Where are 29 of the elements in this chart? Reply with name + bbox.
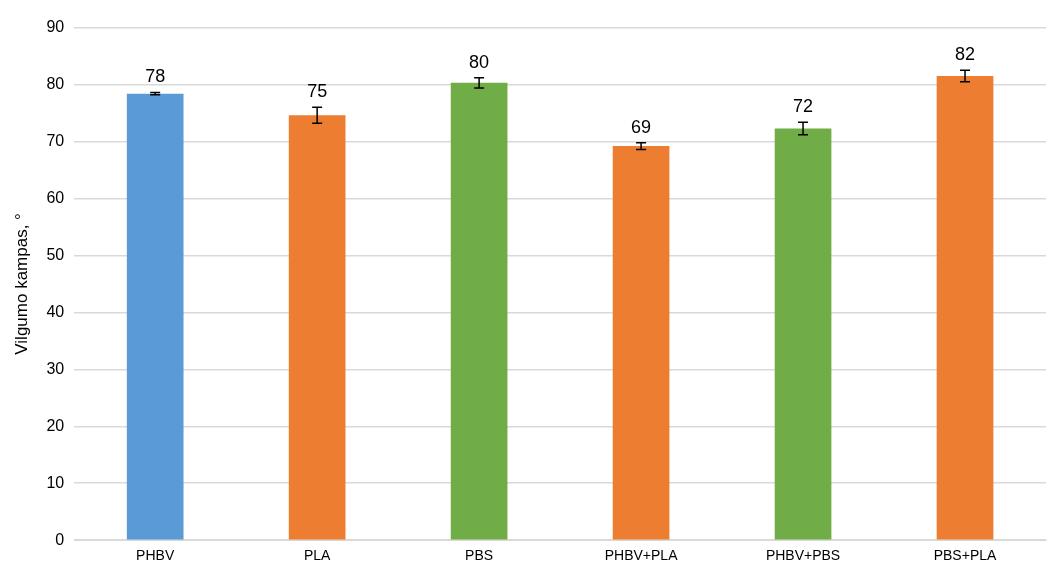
x-tick-label: PLA xyxy=(303,547,332,564)
data-label: 78 xyxy=(145,66,166,87)
bar xyxy=(288,115,346,540)
bar xyxy=(612,146,670,540)
x-tick-label: PBS+PLA xyxy=(933,547,997,564)
y-axis-title: Vilgumo kampas, ° xyxy=(11,213,31,355)
x-tick-label: PHBV xyxy=(136,547,175,564)
bar xyxy=(774,128,832,540)
x-tick-label: PBS xyxy=(465,547,494,564)
bar xyxy=(126,93,184,540)
y-tick-label: 60 xyxy=(46,188,65,206)
data-label: 80 xyxy=(469,51,490,72)
y-tick-label: 50 xyxy=(46,245,65,263)
y-tick-label: 90 xyxy=(46,18,65,36)
y-tick-label: 0 xyxy=(55,530,65,548)
bar xyxy=(936,76,994,540)
y-tick-label: 10 xyxy=(46,473,65,491)
data-label: 82 xyxy=(955,44,976,65)
data-label: 72 xyxy=(793,96,814,117)
x-tick-label: PHBV+PLA xyxy=(604,547,679,564)
data-label: 75 xyxy=(307,81,328,102)
data-label: 69 xyxy=(631,116,652,137)
y-tick-label: 40 xyxy=(46,302,65,320)
y-tick-label: 30 xyxy=(46,359,65,377)
y-tick-label: 80 xyxy=(46,74,65,92)
x-tick-label: PHBV+PBS xyxy=(765,547,841,564)
y-tick-label: 20 xyxy=(46,416,65,434)
y-tick-label: 70 xyxy=(46,131,65,149)
bar xyxy=(450,82,508,540)
